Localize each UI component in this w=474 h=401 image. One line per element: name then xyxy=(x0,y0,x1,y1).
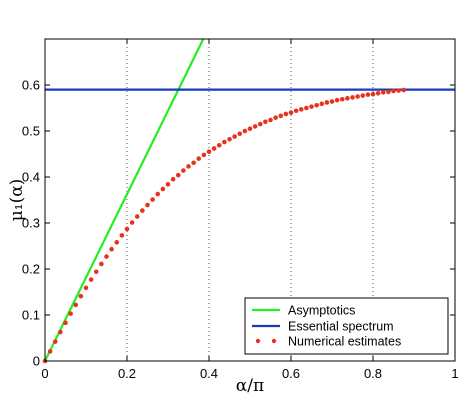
data-point xyxy=(68,311,73,316)
data-point xyxy=(401,87,407,93)
data-point xyxy=(288,110,294,115)
data-point xyxy=(263,119,268,125)
x-tick-label: 0 xyxy=(41,366,48,381)
data-point xyxy=(375,90,381,96)
data-point xyxy=(293,108,299,114)
data-point xyxy=(88,277,94,282)
data-point xyxy=(109,246,114,252)
data-point xyxy=(160,186,166,192)
data-point xyxy=(334,97,340,103)
data-point xyxy=(78,293,84,299)
data-point xyxy=(283,111,289,117)
data-point xyxy=(345,96,350,101)
data-point xyxy=(196,156,202,161)
data-point xyxy=(391,88,396,94)
x-tick-label: 0.6 xyxy=(282,366,300,381)
data-point xyxy=(329,99,335,104)
x-tick-label: 0.2 xyxy=(118,366,136,381)
data-point xyxy=(370,91,376,97)
data-point xyxy=(350,95,355,100)
data-point xyxy=(165,182,171,187)
data-point xyxy=(314,102,319,108)
data-point xyxy=(324,100,330,105)
plot-frame xyxy=(44,38,456,362)
data-point xyxy=(145,202,150,208)
data-point xyxy=(191,160,196,166)
data-point xyxy=(47,349,53,354)
x-tick-label: 1 xyxy=(451,366,458,381)
data-point xyxy=(227,136,232,142)
data-point xyxy=(252,124,258,129)
data-point xyxy=(52,339,58,344)
data-point xyxy=(380,90,386,95)
data-point xyxy=(206,149,212,154)
data-point xyxy=(319,101,325,107)
data-point xyxy=(170,177,176,182)
data-point xyxy=(129,220,135,225)
data-point xyxy=(155,191,161,197)
legend-label-asymptotics: Asymptotics xyxy=(288,304,355,318)
y-axis-label: μ₁(α) xyxy=(7,179,27,222)
data-point xyxy=(99,261,104,267)
y-tick-label: 0.5 xyxy=(22,124,40,139)
y-tick-label: 0.3 xyxy=(22,216,40,231)
data-point xyxy=(386,89,391,95)
data-point xyxy=(268,117,273,123)
data-point xyxy=(150,197,155,202)
data-point xyxy=(134,214,140,219)
legend: Asymptotics Essential spectrum Numerical… xyxy=(244,297,449,355)
data-point xyxy=(140,208,145,213)
data-point xyxy=(83,285,89,291)
data-point xyxy=(201,152,207,158)
series xyxy=(42,39,455,364)
data-point xyxy=(124,226,130,232)
y-tick-label: 0.2 xyxy=(22,262,40,277)
data-point xyxy=(237,131,243,137)
data-point xyxy=(273,115,278,120)
y-tick-label: 0.4 xyxy=(22,170,40,185)
data-point xyxy=(242,128,248,134)
data-point xyxy=(365,92,371,97)
legend-label-essential-spectrum: Essential spectrum xyxy=(288,320,394,334)
data-point xyxy=(257,121,263,127)
x-tick-label: 0.8 xyxy=(364,366,382,381)
y-tick-label: 0 xyxy=(33,354,40,369)
data-point xyxy=(304,105,309,111)
data-point xyxy=(355,94,360,99)
data-point xyxy=(360,93,366,98)
data-point xyxy=(339,96,345,102)
x-tick-label: 0.4 xyxy=(200,366,218,381)
data-point xyxy=(186,164,191,169)
series-line-asymptotics xyxy=(45,39,205,361)
legend-swatch-dot xyxy=(271,338,277,344)
data-point xyxy=(309,104,314,109)
data-point xyxy=(63,320,68,326)
data-point xyxy=(181,168,186,173)
y-tick-label: 0.1 xyxy=(22,308,40,323)
y-tick-label: 0.6 xyxy=(22,78,40,93)
data-point xyxy=(114,240,120,245)
data-point xyxy=(216,142,222,148)
legend-swatch-dot xyxy=(255,338,261,344)
data-point xyxy=(58,329,63,335)
data-point xyxy=(73,302,79,308)
legend-label-numerical-estimates: Numerical estimates xyxy=(288,335,401,349)
data-point xyxy=(298,107,304,112)
tick-labels: 0 0.2 0.4 0.6 0.8 1 0 0.1 0.2 0.3 0.4 0.5 0.6 xyxy=(22,78,459,382)
data-point xyxy=(104,254,109,259)
data-point xyxy=(396,88,401,93)
data-point xyxy=(222,139,227,145)
data-point xyxy=(119,233,125,238)
x-axis-label: α/π xyxy=(236,376,264,396)
data-point xyxy=(93,269,99,275)
data-point xyxy=(247,126,253,131)
data-point xyxy=(211,146,217,151)
data-point xyxy=(232,134,237,139)
data-point xyxy=(175,172,181,178)
data-point xyxy=(278,113,284,119)
